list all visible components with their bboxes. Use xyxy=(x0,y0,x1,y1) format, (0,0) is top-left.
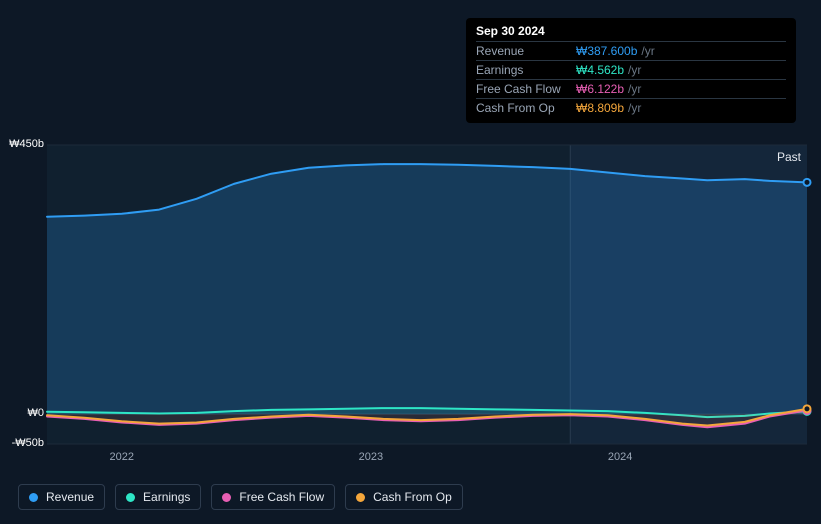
legend-item[interactable]: Cash From Op xyxy=(345,484,463,510)
legend-item[interactable]: Earnings xyxy=(115,484,201,510)
legend-label: Earnings xyxy=(143,490,190,504)
legend-label: Revenue xyxy=(46,490,94,504)
tooltip-row: Cash From Op₩8.809b/yr xyxy=(476,98,786,117)
y-axis-tick: ₩0 xyxy=(28,407,45,419)
tooltip-metric-label: Earnings xyxy=(476,63,576,77)
tooltip-metric-value: ₩6.122b xyxy=(576,82,624,96)
tooltip-metric-label: Cash From Op xyxy=(476,101,576,115)
tooltip-metric-value: ₩8.809b xyxy=(576,101,624,115)
x-axis-tick: 2023 xyxy=(359,451,383,463)
tooltip-metric-label: Free Cash Flow xyxy=(476,82,576,96)
past-label: Past xyxy=(777,150,801,164)
tooltip-row: Revenue₩387.600b/yr xyxy=(476,41,786,60)
tooltip-metric-label: Revenue xyxy=(476,44,576,58)
tooltip-date: Sep 30 2024 xyxy=(476,24,786,41)
legend-item[interactable]: Revenue xyxy=(18,484,105,510)
legend-swatch xyxy=(126,493,135,502)
legend-swatch xyxy=(356,493,365,502)
legend-swatch xyxy=(222,493,231,502)
tooltip-unit: /yr xyxy=(628,82,641,96)
legend-item[interactable]: Free Cash Flow xyxy=(211,484,335,510)
tooltip-unit: /yr xyxy=(641,44,654,58)
legend-label: Cash From Op xyxy=(373,490,452,504)
tooltip-row: Earnings₩4.562b/yr xyxy=(476,60,786,79)
chart-legend: Revenue Earnings Free Cash Flow Cash From O… xyxy=(18,484,463,510)
tooltip-metric-value: ₩387.600b xyxy=(576,44,637,58)
tooltip-metric-value: ₩4.562b xyxy=(576,63,624,77)
x-axis-tick: 2022 xyxy=(110,451,134,463)
x-axis-tick: 2024 xyxy=(608,451,632,463)
tooltip-row: Free Cash Flow₩6.122b/yr xyxy=(476,79,786,98)
legend-swatch xyxy=(29,493,38,502)
tooltip-unit: /yr xyxy=(628,63,641,77)
legend-label: Free Cash Flow xyxy=(239,490,324,504)
chart-tooltip: Sep 30 2024 Revenue₩387.600b/yrEarnings₩… xyxy=(466,18,796,123)
y-axis-tick: ₩450b xyxy=(9,138,44,150)
tooltip-unit: /yr xyxy=(628,101,641,115)
y-axis-tick: -₩50b xyxy=(12,437,44,449)
